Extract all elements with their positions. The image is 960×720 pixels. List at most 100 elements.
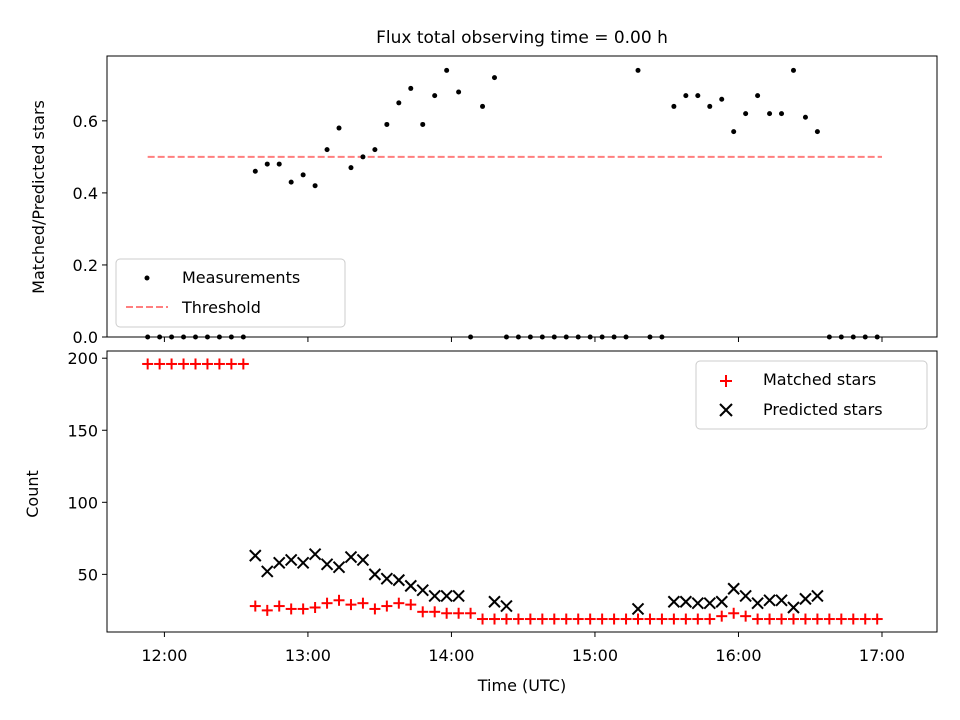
bottom-y-axis-label: Count <box>23 470 42 518</box>
matched-star-point <box>166 358 178 370</box>
matched-star-point <box>692 613 704 625</box>
matched-star-point <box>752 613 764 625</box>
measurement-point <box>228 334 234 340</box>
matched-star-point <box>477 613 489 625</box>
matched-star-point <box>297 603 309 615</box>
measurement-point <box>683 93 689 99</box>
matched-star-point <box>716 610 728 622</box>
matched-star-point <box>249 600 261 612</box>
predicted-star-point <box>775 594 788 607</box>
predicted-star-point <box>404 579 417 593</box>
predicted-star-point <box>679 595 693 608</box>
measurement-point <box>695 93 701 99</box>
matched-star-point <box>548 613 560 625</box>
measurement-point <box>336 125 342 131</box>
bottom-y-tick-label: 100 <box>67 493 98 512</box>
x-tick-label: 13:00 <box>285 646 331 665</box>
matched-star-point <box>668 613 680 625</box>
measurement-point <box>276 161 282 167</box>
measurement-point <box>838 334 844 340</box>
bottom-y-tick-label: 200 <box>67 349 98 368</box>
legend-threshold-label: Threshold <box>181 298 261 317</box>
predicted-star-point <box>631 602 645 616</box>
matched-star-point <box>620 613 632 625</box>
measurement-point <box>396 100 402 106</box>
predicted-star-point <box>811 589 824 603</box>
top-y-tick-label: 0.4 <box>73 184 98 203</box>
measurement-point <box>264 161 270 167</box>
legend-predicted-marker <box>719 403 733 417</box>
matched-star-point <box>142 358 154 370</box>
predicted-star-point <box>691 596 705 610</box>
matched-star-point <box>596 613 608 625</box>
measurement-point <box>491 75 497 81</box>
matched-star-point <box>680 613 692 625</box>
matched-star-point <box>333 594 345 606</box>
measurement-point <box>731 129 737 135</box>
bottom-y-ticks: 50 100 150 200 <box>67 349 107 584</box>
measurement-point <box>193 334 199 340</box>
matched-star-point <box>225 358 237 370</box>
matched-star-point <box>321 597 333 609</box>
measurement-point <box>456 89 462 95</box>
matched-star-point <box>787 613 799 625</box>
matched-star-point <box>201 358 213 370</box>
measurement-point <box>814 129 820 135</box>
measurement-point <box>635 67 641 73</box>
measurement-point <box>527 334 533 340</box>
matched-star-point <box>524 613 536 625</box>
matched-star-point <box>488 613 500 625</box>
predicted-star-point <box>344 550 358 564</box>
top-legend: Measurements Threshold <box>115 258 346 328</box>
predicted-star-point <box>667 595 681 608</box>
measurement-point <box>503 334 509 340</box>
matched-star-point <box>309 602 321 614</box>
matched-star-point <box>656 613 668 625</box>
predicted-star-point <box>320 558 334 571</box>
matched-star-point <box>417 606 429 618</box>
top-y-tick-label: 0.0 <box>73 328 98 347</box>
top-plot-frame <box>106 55 938 338</box>
measurement-point <box>444 67 450 73</box>
bottom-y-tick-label: 150 <box>67 421 98 440</box>
matched-star-point <box>764 613 776 625</box>
measurement-points <box>145 67 880 340</box>
measurement-point <box>480 103 486 109</box>
measurement-point <box>420 121 426 127</box>
measurement-point <box>623 334 629 340</box>
predicted-star-point <box>296 556 310 570</box>
matched-star-point <box>500 613 512 625</box>
bottom-y-tick-label: 50 <box>78 565 98 584</box>
top-panel: 0.0 0.2 0.4 0.6 Matched/Predicted stars Mea… <box>29 55 938 347</box>
matched-star-point <box>237 358 249 370</box>
bottom-x-ticks: 12:00 13:00 14:00 15:00 16:00 17:00 <box>141 632 905 665</box>
bottom-legend: Matched stars Predicted stars <box>695 360 928 430</box>
matched-star-point <box>728 607 740 619</box>
bottom-legend-box <box>695 360 928 430</box>
top-y-axis-label: Matched/Predicted stars <box>29 100 48 294</box>
x-axis-label: Time (UTC) <box>477 676 566 695</box>
matched-star-point <box>345 599 357 611</box>
matched-star-point <box>608 613 620 625</box>
measurement-point <box>252 168 258 174</box>
predicted-star-point <box>715 595 728 608</box>
predicted-star-point <box>440 589 453 603</box>
measurement-point <box>348 165 354 171</box>
matched-star-point <box>847 613 859 625</box>
matched-star-point <box>811 613 823 625</box>
measurement-point <box>169 334 175 340</box>
matched-stars-points <box>142 358 883 625</box>
predicted-star-point <box>416 584 429 597</box>
top-x-ticks <box>163 337 883 342</box>
predicted-star-point <box>452 589 465 603</box>
predicted-star-point <box>739 589 752 603</box>
matched-star-point <box>453 607 465 619</box>
matched-star-point <box>632 613 644 625</box>
measurement-point <box>790 67 796 73</box>
x-tick-label: 17:00 <box>859 646 905 665</box>
matched-star-point <box>381 600 393 612</box>
measurement-point <box>563 334 569 340</box>
predicted-star-point <box>428 589 441 603</box>
matched-star-point <box>740 610 752 622</box>
